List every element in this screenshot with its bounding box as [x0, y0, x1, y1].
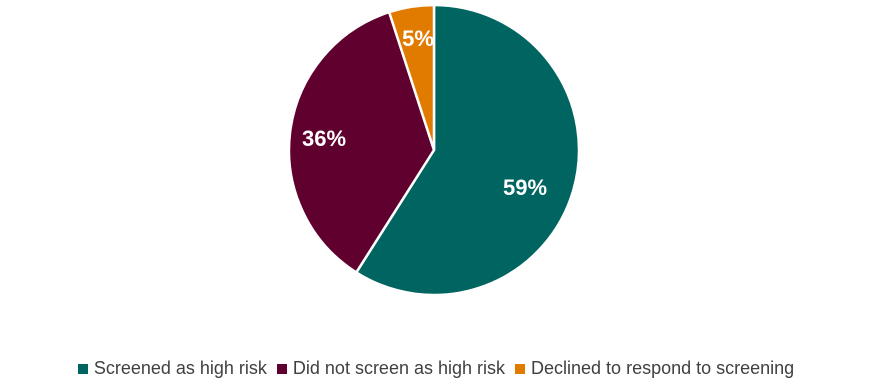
- pie-slice-screened-high-risk: [355, 3, 581, 297]
- legend-label-declined: Declined to respond to screening: [531, 358, 795, 378]
- data-label-not-high-risk: 36%: [302, 126, 346, 151]
- legend-swatch-screened-high-risk: [77, 363, 88, 374]
- chart-legend: Screened as high risk Did not screen as …: [0, 358, 872, 379]
- legend-swatch-declined: [515, 363, 526, 374]
- pie-slice-declined: [387, 3, 436, 152]
- legend-label-not-high-risk: Did not screen as high risk: [292, 358, 506, 378]
- legend-item-not-high-risk: Did not screen as high risk: [276, 358, 506, 379]
- data-label-screened-high-risk: 59%: [503, 175, 547, 200]
- pie-chart: 59% 36% 5%: [287, 3, 581, 297]
- legend-swatch-not-high-risk: [276, 363, 287, 374]
- data-label-declined: 5%: [402, 26, 434, 51]
- legend-item-screened-high-risk: Screened as high risk: [77, 358, 267, 379]
- legend-label-screened-high-risk: Screened as high risk: [93, 358, 267, 378]
- legend-item-declined: Declined to respond to screening: [515, 358, 794, 379]
- pie-slice-not-high-risk: [287, 10, 436, 274]
